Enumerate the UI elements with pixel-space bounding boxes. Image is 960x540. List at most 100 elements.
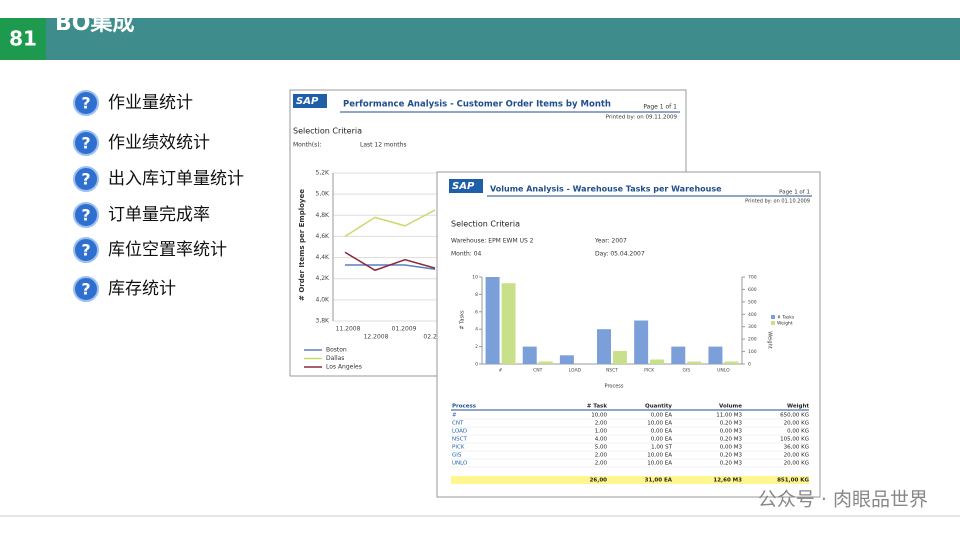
watermark: 公众号 · 肉眼品世界 xyxy=(758,489,928,511)
y2-tick-label: 400 xyxy=(748,312,757,318)
table-header: Volume xyxy=(719,404,742,410)
total-row-bg xyxy=(451,476,809,484)
table-cell: 0,00 EA xyxy=(651,429,672,435)
bar xyxy=(634,320,649,364)
y-tick-label: 4,2K xyxy=(316,275,331,282)
table-header: Process xyxy=(452,404,477,410)
help-icon xyxy=(73,237,99,263)
y-axis-label: # Tasks xyxy=(460,310,466,330)
y-tick-label: 10 xyxy=(472,275,478,281)
table-cell: 650,00 KG xyxy=(780,413,809,419)
table-cell: 20,00 KG xyxy=(784,453,809,459)
x-tick-label: LOAD xyxy=(569,368,582,374)
y2-tick-label: 500 xyxy=(748,299,757,305)
bar xyxy=(522,346,537,364)
year: Year: 2007 xyxy=(594,238,627,245)
y-tick-label: 5,2K xyxy=(316,170,331,177)
list-item: 出入库订单量统计 xyxy=(108,169,244,189)
bar xyxy=(708,346,723,364)
table-cell: 5,00 xyxy=(595,445,608,451)
bar xyxy=(597,329,611,364)
x-tick-label: GIS xyxy=(682,368,690,374)
bar xyxy=(485,277,500,364)
table-cell: 105,00 KG xyxy=(780,437,809,443)
bar xyxy=(671,346,686,364)
table-cell: 10,00 xyxy=(591,413,607,419)
page-info: Page 1 of 1 xyxy=(643,104,677,111)
number-box xyxy=(0,18,46,60)
legend-label: Los Angeles xyxy=(326,364,362,371)
y-tick-label: 4,0K xyxy=(316,296,331,303)
table-cell: 0,00 KG xyxy=(787,429,809,435)
header-bar xyxy=(0,18,960,60)
y2-tick-label: 700 xyxy=(748,275,757,281)
line-series xyxy=(344,209,436,238)
table-cell: 20,00 KG xyxy=(784,421,809,427)
x-tick-label: CNT xyxy=(533,368,543,374)
table-cell: UNLO xyxy=(452,461,468,467)
bar xyxy=(559,355,574,364)
value: Last 12 months xyxy=(360,142,407,149)
x-axis-label: Process xyxy=(605,384,624,390)
table-cell: 0,00 EA xyxy=(651,437,672,443)
table-cell: 2,00 xyxy=(595,461,608,467)
table-cell: 1,00 ST xyxy=(651,445,672,451)
printed-info: Printed by: on 09.11.2009 xyxy=(606,115,678,121)
table-cell: 0,20 M3 xyxy=(720,453,743,459)
bar xyxy=(613,350,627,364)
x-tick-label: PICK xyxy=(644,368,655,374)
list-item: 作业绩效统计 xyxy=(108,133,210,153)
table-cell: 31,00 EA xyxy=(645,478,673,484)
x-tick-label: 12.2008 xyxy=(364,334,389,341)
table-cell: 0,00 M3 xyxy=(720,445,743,451)
table-cell: 36,00 KG xyxy=(784,445,809,451)
legend-label: # Tasks xyxy=(777,315,795,321)
table-header: Quantity xyxy=(645,404,672,410)
legend-label: Dallas xyxy=(326,355,344,362)
legend-label: Weight xyxy=(777,321,793,327)
table-cell: 0,00 EA xyxy=(651,413,672,419)
legend-swatch xyxy=(771,315,775,319)
help-icon-glyph: ? xyxy=(81,170,90,189)
sap-logo: SAP xyxy=(296,96,319,107)
x-tick-label: # xyxy=(499,368,503,374)
x-tick-label: NSCT xyxy=(606,368,618,374)
table-cell: 10,00 EA xyxy=(647,421,672,427)
help-icon xyxy=(73,166,99,192)
table-cell: 2,00 xyxy=(595,421,608,427)
table-cell: 0,20 M3 xyxy=(720,421,743,427)
help-icon-glyph: ? xyxy=(81,280,90,299)
table-cell: 0,20 M3 xyxy=(720,437,743,443)
table-header: Weight xyxy=(787,404,809,410)
slide-number: 81 xyxy=(9,27,37,51)
legend-label: Boston xyxy=(326,347,347,354)
y-tick-label: 0 xyxy=(475,362,478,368)
list-item: 作业量统计 xyxy=(108,93,193,113)
table-cell: 2,00 xyxy=(595,453,608,459)
bar xyxy=(687,361,702,364)
table-cell: GIS xyxy=(452,453,462,459)
x-tick-label: UNLO xyxy=(717,368,730,374)
y2-tick-label: 100 xyxy=(748,349,757,355)
y-tick-label: 6 xyxy=(475,309,478,315)
report-title: Volume Analysis - Warehouse Tasks per Wa… xyxy=(490,185,722,194)
selection-heading: Selection Criteria xyxy=(293,127,362,136)
table-cell: 12,60 M3 xyxy=(713,478,742,484)
y-tick-label: 3,8K xyxy=(316,318,331,325)
table-cell: 20,00 KG xyxy=(784,461,809,467)
y-tick-label: 4 xyxy=(475,327,478,333)
table-cell: 851,00 KG xyxy=(777,478,809,484)
help-icon-glyph: ? xyxy=(81,241,90,260)
table-cell: LOAD xyxy=(452,429,467,435)
y2-tick-label: 600 xyxy=(748,287,757,293)
y-tick-label: 2 xyxy=(475,344,478,350)
sap-logo-bg xyxy=(449,179,483,193)
sap-logo-bg xyxy=(293,94,327,108)
legend-swatch xyxy=(771,321,775,325)
help-icon xyxy=(73,202,99,228)
x-tick-label: 11.2008 xyxy=(336,326,361,333)
y-tick-label: 4,4K xyxy=(316,254,331,261)
help-icon-glyph: ? xyxy=(81,134,90,153)
list-item: 订单量完成率 xyxy=(108,205,210,225)
